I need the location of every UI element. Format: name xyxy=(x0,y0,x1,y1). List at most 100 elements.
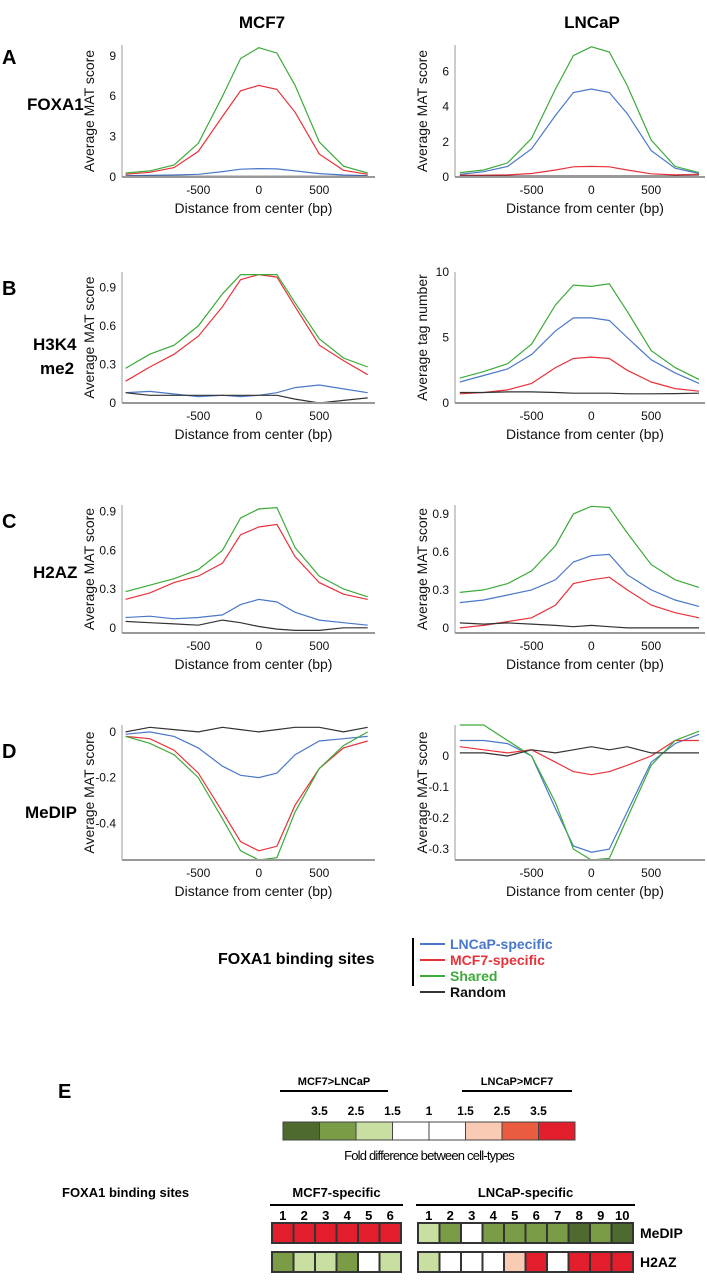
heatmap-cell xyxy=(526,1253,546,1271)
y-axis-label: Average MAT score xyxy=(81,276,97,398)
x-tick-label: -500 xyxy=(186,639,210,653)
scale-color-box xyxy=(282,1121,320,1141)
heatmap-row-label: H2AZ xyxy=(640,1254,677,1270)
column-number: 4 xyxy=(490,1208,498,1223)
y-tick-label: -0.3 xyxy=(428,842,449,856)
heatmap-cell xyxy=(337,1224,357,1242)
x-tick-label: 0 xyxy=(588,409,595,423)
series-line-lncap-specific xyxy=(125,167,368,177)
series-line-mcf7-specific xyxy=(459,165,700,176)
heatmap-cell xyxy=(569,1253,589,1271)
y-tick-label: 0.3 xyxy=(432,583,449,597)
column-number: 5 xyxy=(365,1208,372,1223)
y-tick-label: 2 xyxy=(442,135,449,149)
x-tick-label: 0 xyxy=(588,183,595,197)
x-tick-label: -500 xyxy=(520,409,544,423)
y-tick-label: 0.9 xyxy=(99,280,116,294)
column-number: 3 xyxy=(322,1208,329,1223)
column-number: 2 xyxy=(301,1208,308,1223)
x-tick-label: 500 xyxy=(309,409,329,423)
y-tick-label: 0.6 xyxy=(99,543,116,557)
y-tick-label: 4 xyxy=(442,100,449,114)
heatmap-cell xyxy=(483,1253,503,1271)
scale-left-label: MCF7>LNCaP xyxy=(298,1076,370,1088)
heatmap-cell xyxy=(483,1224,503,1242)
heatmap-cell xyxy=(526,1224,546,1242)
series-line-mcf7-specific xyxy=(459,576,700,629)
heatmap-cell xyxy=(419,1253,439,1271)
column-header-lncap: LNCaP xyxy=(564,13,620,32)
column-number: 8 xyxy=(576,1208,583,1223)
x-tick-label: 0 xyxy=(255,639,262,653)
scale-color-box xyxy=(428,1121,466,1141)
y-tick-label: 0.9 xyxy=(432,507,449,521)
column-number: 9 xyxy=(597,1208,604,1223)
chart-d-mcf7: 0 -0.2 -0.4 -500 0 500 Distance from center (b… xyxy=(81,725,375,899)
heatmap-cell xyxy=(273,1224,293,1242)
chart-a-lncap: 0 2 4 6 -500 0 500 Distance from center (bp) Ave… xyxy=(414,45,705,216)
x-tick-label: 0 xyxy=(588,639,595,653)
scale-color-box xyxy=(392,1121,430,1141)
y-axis-label: Average MAT score xyxy=(414,731,430,853)
heatmap-cell xyxy=(380,1224,400,1242)
scale-tick-label: 1.5 xyxy=(457,1104,474,1118)
row-label-medip: MeDIP xyxy=(25,803,77,822)
heatmap-cell xyxy=(294,1253,314,1271)
column-number: 6 xyxy=(387,1208,394,1223)
scale-color-box xyxy=(465,1121,503,1141)
x-tick-label: 500 xyxy=(309,639,329,653)
panel-letter-b: B xyxy=(2,278,16,300)
series-line-shared xyxy=(125,274,368,369)
y-tick-label: 0.3 xyxy=(99,357,116,371)
series-line-lncap-specific xyxy=(125,384,368,398)
scale-color-box xyxy=(538,1121,576,1141)
heatmap-cell xyxy=(591,1253,611,1271)
x-tick-label: 0 xyxy=(255,183,262,197)
y-tick-label: -0.2 xyxy=(95,771,116,785)
heatmap-cell xyxy=(505,1253,525,1271)
series-line-lncap-specific xyxy=(459,88,700,175)
y-tick-label: 9 xyxy=(109,49,116,63)
scale-color-box xyxy=(501,1121,539,1141)
y-tick-label: 0.9 xyxy=(99,504,116,518)
row-label-foxa1: FOXA1 xyxy=(27,95,84,114)
legend-label: LNCaP-specific xyxy=(450,936,553,952)
y-axis-label: Average MAT score xyxy=(81,508,97,630)
y-tick-label: 3 xyxy=(109,130,116,144)
y-tick-label: 0 xyxy=(442,749,449,763)
heatmap-cell xyxy=(380,1253,400,1271)
panel-letter-a: A xyxy=(2,47,16,69)
x-axis-label: Distance from center (bp) xyxy=(175,656,333,672)
y-tick-label: 0 xyxy=(109,396,116,410)
column-header-mcf7: MCF7 xyxy=(239,13,285,32)
chart-c-mcf7: 0 0.3 0.6 0.9 -500 0 500 Distance from center (… xyxy=(81,504,375,672)
series-line-random xyxy=(125,392,368,404)
x-tick-label: -500 xyxy=(520,639,544,653)
line-charts: 0 3 6 9 -500 0 500 Distance from center (bp) Ave… xyxy=(81,45,705,899)
y-tick-label: 0 xyxy=(442,170,449,184)
x-axis-label: Distance from center (bp) xyxy=(506,883,664,899)
chart-d-lncap: 0 -0.1 -0.2 -0.3 -500 0 500 Distance from cente… xyxy=(414,724,705,899)
heatmap-cell xyxy=(316,1224,336,1242)
series-line-lncap-specific xyxy=(125,731,368,779)
group-label: LNCaP-specific xyxy=(478,1185,573,1200)
x-tick-label: 0 xyxy=(255,866,262,880)
y-tick-label: 6 xyxy=(109,89,116,103)
series-line-random xyxy=(459,746,699,757)
legend-label: Shared xyxy=(450,968,497,984)
series-line-lncap-specific xyxy=(459,553,700,607)
x-tick-label: 500 xyxy=(641,639,661,653)
heatmap-cell xyxy=(569,1224,589,1242)
series-line-mcf7-specific xyxy=(125,735,368,852)
column-number: 6 xyxy=(533,1208,540,1223)
y-tick-label: 0.6 xyxy=(99,319,116,333)
scale-tick-label: 1.5 xyxy=(384,1104,401,1118)
scale-tick-label: 3.5 xyxy=(311,1104,328,1118)
series-line-shared xyxy=(459,283,700,380)
heatmap-cell xyxy=(612,1224,632,1242)
legend-title: FOXA1 binding sites xyxy=(218,951,375,968)
column-number: 4 xyxy=(344,1208,352,1223)
heatmap-cell xyxy=(273,1253,293,1271)
x-tick-label: -500 xyxy=(186,866,210,880)
row-label-h3k4: H3K4 xyxy=(33,335,77,354)
